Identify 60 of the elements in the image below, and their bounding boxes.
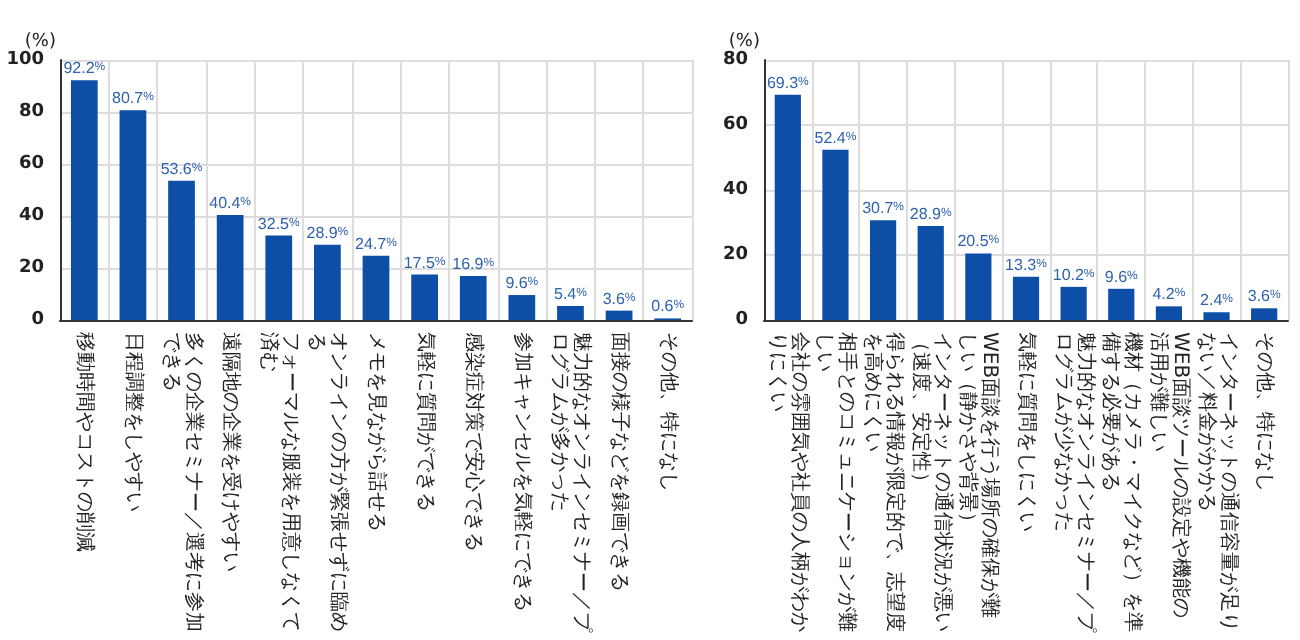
x-tick-label: 得られる情報が限定的で、志望度を高めにくい [861, 332, 908, 632]
x-tick-label: WEB面談ツールの設定や機能の活用が難しい [1146, 332, 1193, 619]
x-tick-label: 移動時間やコストの削減 [73, 332, 98, 552]
x-tick-label: 多くの企業セミナー／選考に参加できる [159, 332, 206, 632]
x-tick-label: 機材（カメラ・マイクなど）を準備する必要がある [1099, 332, 1146, 632]
bar [362, 255, 390, 320]
x-tick-label: 魅力的なオンラインセミナー／プログラムが少なかった [1051, 332, 1098, 634]
y-tick-label: 40 [722, 180, 748, 200]
x-tick-label: その他、特になし [656, 332, 681, 492]
bar [70, 80, 98, 320]
y-tick-label: 20 [722, 245, 748, 265]
bar [459, 276, 487, 320]
x-tick-label: 参加キャンセルを気軽にできる [510, 332, 535, 612]
y-tick-label: 40 [18, 206, 44, 226]
bar [314, 244, 341, 320]
bar [168, 180, 195, 320]
x-tick-label: 感染症対策で安心できる [462, 332, 487, 552]
x-tick-label: 気軽に質問をしにくい [1015, 332, 1039, 532]
y-tick-label: 60 [722, 115, 748, 135]
bar [1251, 308, 1278, 320]
x-tick-label: 魅力的なオンラインセミナー／プログラムが多かった [548, 332, 595, 634]
bar [557, 305, 584, 320]
y-tick-label: 20 [18, 258, 44, 278]
bar [1203, 312, 1230, 320]
y-tick-label: 0 [735, 310, 748, 330]
y-axis-title: (%) [24, 32, 56, 53]
bar [917, 226, 944, 320]
bar [822, 149, 849, 320]
y-tick-label: 60 [18, 154, 44, 174]
x-tick-label: インターネットの通信容量が足りない／料金がかかる [1194, 332, 1241, 632]
bar [119, 110, 147, 320]
y-tick-label: 100 [6, 50, 44, 70]
bar [965, 253, 992, 320]
y-tick-label: 80 [722, 50, 748, 70]
x-tick-label: フォーマルな服装を用意しなくて済む [256, 332, 303, 632]
x-tick-label: 会社の雰囲気や社員の人柄がわかりにくい [765, 332, 812, 632]
bar [265, 235, 293, 320]
bar [1012, 276, 1040, 320]
bar [869, 220, 897, 320]
bar [774, 94, 801, 320]
x-tick-label: 相手とのコミュニケーションが難しい [813, 332, 860, 632]
bar [411, 274, 438, 320]
x-tick-label: その他、特になし [1253, 332, 1278, 492]
bar [1108, 288, 1135, 320]
bar [1060, 286, 1087, 320]
x-tick-label: 気軽に質問ができる [413, 332, 438, 512]
x-tick-label: インターネットの通信状況が悪い（速度、安定性） [908, 332, 955, 632]
x-tick-label: 面接の様子などを録画できる [608, 332, 633, 592]
x-tick-label: 遠隔地の企業を受けやすい [219, 332, 244, 572]
bar [605, 310, 633, 320]
bar [1155, 306, 1183, 320]
y-tick-label: 80 [18, 102, 44, 122]
bar [216, 214, 244, 320]
bar [508, 295, 536, 320]
y-tick-label: 0 [31, 310, 44, 330]
x-tick-label: メモを見ながら話せる [365, 332, 389, 532]
y-axis-title: (%) [728, 32, 760, 53]
x-tick-label: オンラインの方が緊張せずに臨める [305, 332, 352, 632]
x-tick-label: 日程調整をしやすい [121, 332, 146, 512]
x-tick-label: WEB面談を行う場所の確保が難しい（静かさや背景） [956, 332, 1003, 619]
